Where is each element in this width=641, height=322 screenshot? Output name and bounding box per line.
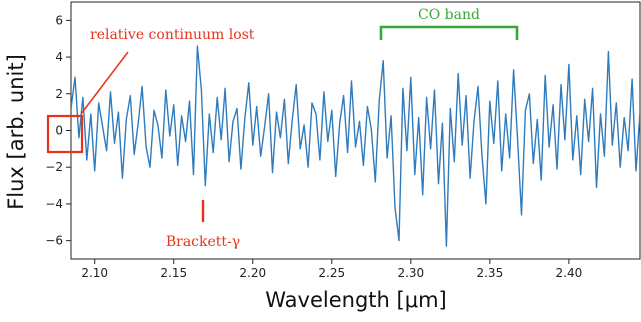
y-tick-label: −4 <box>45 197 63 211</box>
continuum-pointer-line <box>80 51 129 115</box>
continuum-highlight-box <box>46 114 84 154</box>
y-tick-label: 6 <box>55 13 63 27</box>
x-tick-label: 2.10 <box>81 266 108 280</box>
y-tick-label: 0 <box>55 124 63 138</box>
y-tick-label: −6 <box>45 234 63 248</box>
spectrum-series-line <box>71 45 640 247</box>
x-axis-title: Wavelength [μm] <box>265 288 446 312</box>
brackett-label: Brackett-γ <box>166 234 240 250</box>
continuum-label: relative continuum lost <box>90 27 255 43</box>
y-tick-label: 4 <box>55 50 63 64</box>
y-tick-label: 2 <box>55 87 63 101</box>
x-tick-label: 2.40 <box>556 266 583 280</box>
x-tick-label: 2.20 <box>239 266 266 280</box>
co-band-bracket <box>379 25 519 40</box>
x-tick-label: 2.30 <box>397 266 424 280</box>
x-axis-ticks: 2.10 2.15 2.20 2.25 2.30 2.35 2.40 <box>81 259 582 280</box>
x-tick-label: 2.35 <box>476 266 503 280</box>
y-tick-label: −2 <box>45 160 63 174</box>
x-tick-label: 2.25 <box>318 266 345 280</box>
co-band-label: CO band <box>418 7 480 23</box>
y-axis-ticks: −6 −4 −2 0 2 4 6 <box>45 13 71 248</box>
x-tick-label: 2.15 <box>160 266 187 280</box>
y-axis-title: Flux [arb. unit] <box>4 54 28 210</box>
